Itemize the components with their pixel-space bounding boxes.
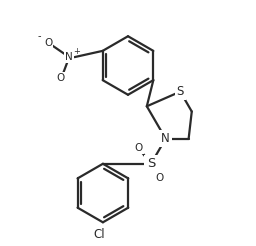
Text: N: N [161, 132, 170, 145]
Text: S: S [177, 85, 184, 98]
Text: S: S [147, 157, 155, 170]
Text: O: O [155, 173, 164, 184]
Text: N: N [65, 52, 73, 62]
Text: Cl: Cl [93, 228, 104, 241]
Text: -: - [37, 31, 41, 41]
Text: O: O [44, 37, 52, 47]
Text: O: O [134, 143, 143, 153]
Text: O: O [57, 73, 65, 83]
Text: +: + [73, 47, 80, 56]
